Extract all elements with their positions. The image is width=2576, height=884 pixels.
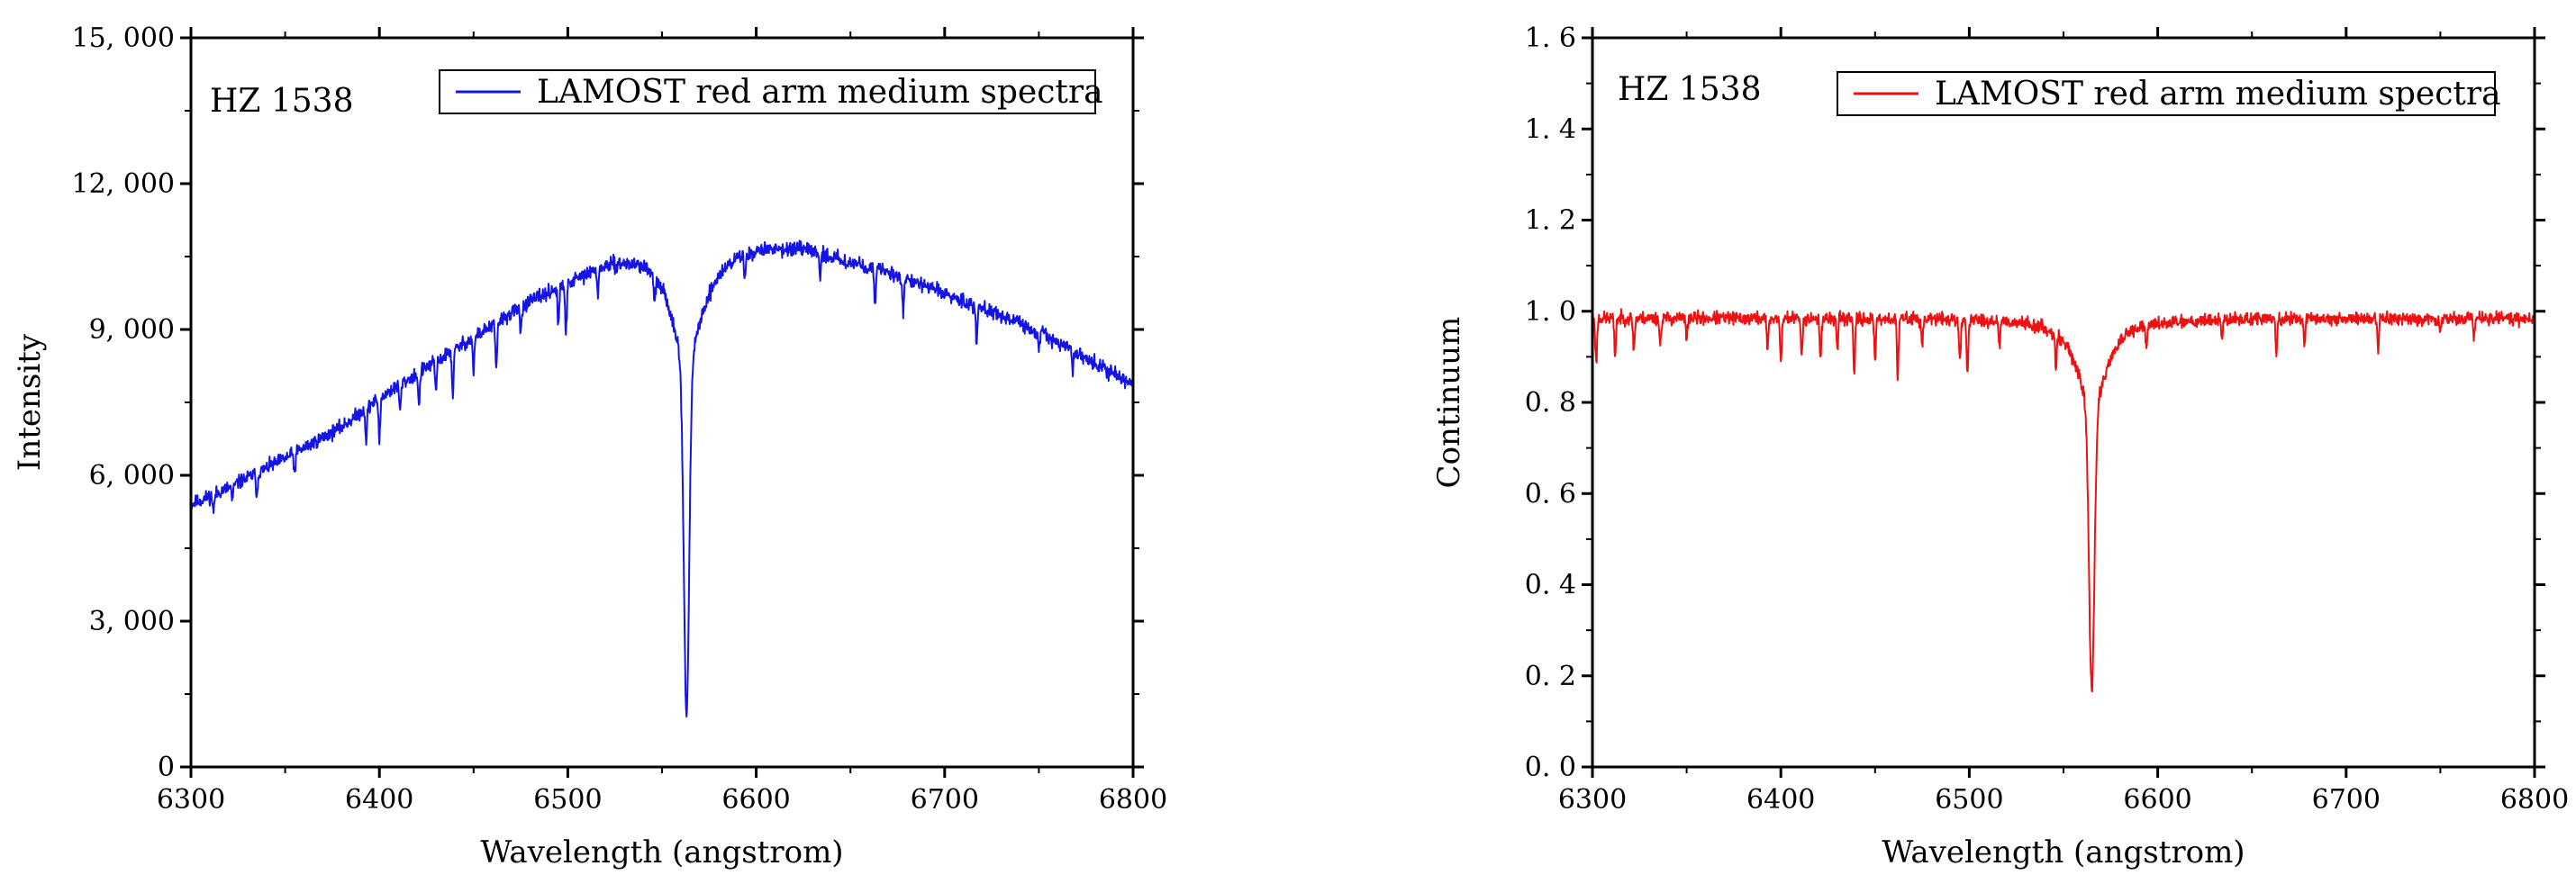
right-x-tick-label: 6700: [2312, 784, 2381, 816]
left-y-tick-label: 9, 000: [89, 314, 175, 346]
left-legend: LAMOST red arm medium spectra: [439, 69, 1103, 114]
right-y-tick-label: 0. 2: [1525, 661, 1576, 692]
left-x-tick-label: 6800: [1099, 784, 1167, 816]
right-x-tick-label: 6300: [1558, 784, 1627, 816]
left-legend-label: LAMOST red arm medium spectra: [537, 74, 1103, 111]
right-plot-frame: [1591, 36, 2536, 769]
right-x-tick-label: 6600: [2123, 784, 2191, 816]
right-y-tick-label: 1. 2: [1525, 205, 1576, 237]
left-x-tick-label: 6400: [345, 784, 413, 816]
right-x-tick-label: 6400: [1746, 784, 1815, 816]
left-plot-frame: [189, 36, 1135, 769]
left-star-annotation: HZ 1538: [210, 83, 353, 120]
left-spectrum-line: [190, 239, 1134, 717]
right-spectrum-line: [1592, 308, 2535, 693]
left-x-tick-label: 6500: [533, 784, 602, 816]
left-y-tick-label: 6, 000: [89, 460, 175, 492]
right-y-tick-label: 0. 8: [1525, 387, 1576, 419]
right-panel-continuum: 6300 6400 6500 6600 6700 6800 0. 0 0. 2 0. 4 0. 6…: [1431, 23, 2569, 870]
right-y-tick-label: 1. 6: [1525, 23, 1576, 54]
left-x-tick-label: 6300: [157, 784, 225, 816]
right-y-axis-title: Continuum: [1431, 317, 1467, 489]
left-y-tick-label: 3, 000: [89, 606, 175, 637]
right-legend: LAMOST red arm medium spectra: [1837, 71, 2501, 116]
left-y-tick-label: 15, 000: [71, 23, 175, 54]
left-y-tick-label: 12, 000: [71, 168, 175, 200]
right-y-tick-label: 0. 0: [1525, 752, 1576, 783]
right-x-tick-label: 6500: [1935, 784, 2003, 816]
right-y-tick-label: 0. 4: [1525, 570, 1576, 601]
right-y-tick-label: 1. 0: [1525, 296, 1576, 328]
right-y-tick-label: 1. 4: [1525, 113, 1576, 145]
left-x-tick-label: 6700: [911, 784, 979, 816]
right-x-axis-title: Wavelength (angstrom): [1882, 834, 2245, 870]
right-legend-label: LAMOST red arm medium spectra: [1935, 76, 2501, 113]
left-x-tick-label: 6600: [721, 784, 790, 816]
right-x-tick-label: 6800: [2500, 784, 2569, 816]
right-y-tick-label: 0. 6: [1525, 478, 1576, 510]
right-legend-box: [1837, 71, 2496, 116]
left-x-axis-title: Wavelength (angstrom): [480, 834, 843, 870]
left-panel-intensity: 6300 6400 6500 6600 6700 6800 0 3, 000 6, 000 9, …: [12, 23, 1167, 870]
right-star-annotation: HZ 1538: [1618, 71, 1761, 108]
left-y-axis-title: Intensity: [12, 333, 48, 471]
left-legend-box: [439, 69, 1096, 114]
left-y-tick-label: 0: [158, 752, 175, 783]
